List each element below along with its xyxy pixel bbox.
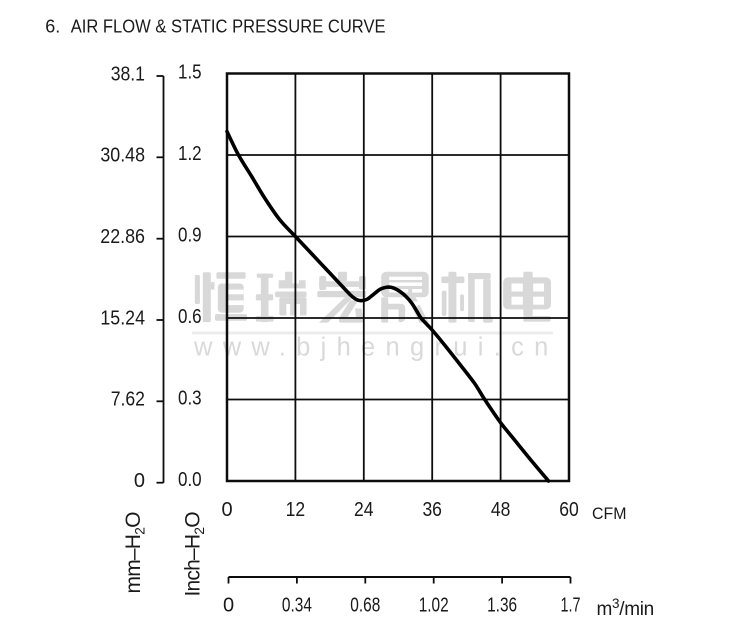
svg-text:0: 0 [221, 499, 232, 521]
svg-text:12: 12 [286, 499, 306, 521]
svg-text:60: 60 [559, 499, 579, 521]
svg-text:0.3: 0.3 [178, 387, 202, 409]
svg-text:0.0: 0.0 [178, 469, 202, 491]
svg-text:CFM: CFM [592, 505, 627, 523]
svg-text:0.68: 0.68 [350, 594, 380, 616]
svg-text:1.02: 1.02 [419, 594, 449, 616]
svg-text:48: 48 [491, 499, 511, 521]
svg-text:15.24: 15.24 [100, 307, 145, 329]
svg-text:m3/min: m3/min [597, 596, 654, 620]
svg-text:7.62: 7.62 [111, 389, 145, 411]
svg-text:1.36: 1.36 [487, 594, 517, 616]
svg-text:6.: 6. [45, 16, 60, 37]
svg-text:0.34: 0.34 [282, 594, 312, 616]
svg-text:0: 0 [134, 470, 145, 492]
svg-text:1.2: 1.2 [178, 143, 202, 165]
svg-text:0: 0 [223, 594, 234, 616]
svg-text:0.9: 0.9 [178, 224, 202, 246]
svg-text:www.bjhengrui.cn: www.bjhengrui.cn [193, 334, 559, 362]
svg-text:22.86: 22.86 [100, 226, 145, 248]
svg-text:1.7: 1.7 [561, 594, 581, 616]
svg-text:30.48: 30.48 [100, 145, 145, 167]
svg-text:1.5: 1.5 [178, 61, 202, 83]
svg-text:38.1: 38.1 [111, 63, 145, 85]
svg-text:mm–H2O: mm–H2O [122, 512, 148, 594]
svg-text:24: 24 [354, 499, 374, 521]
svg-text:0.6: 0.6 [178, 306, 202, 328]
svg-text:AIR FLOW & STATIC PRESSURE CUR: AIR FLOW & STATIC PRESSURE CURVE [71, 16, 386, 37]
svg-text:Inch–H2O: Inch–H2O [182, 512, 208, 597]
svg-text:36: 36 [422, 499, 442, 521]
